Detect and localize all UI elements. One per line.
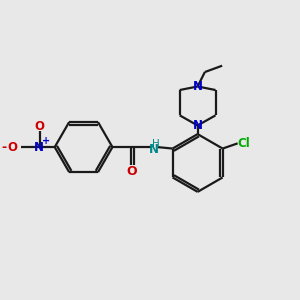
Text: N: N (34, 141, 44, 154)
Text: N: N (148, 143, 158, 156)
Text: +: + (42, 136, 50, 146)
Text: N: N (193, 119, 202, 132)
Text: O: O (126, 165, 136, 178)
Text: Cl: Cl (238, 137, 250, 150)
Text: H: H (152, 139, 160, 149)
Text: O: O (8, 141, 18, 154)
Text: N: N (193, 80, 202, 93)
Text: O: O (35, 120, 45, 134)
Text: -: - (1, 141, 6, 154)
